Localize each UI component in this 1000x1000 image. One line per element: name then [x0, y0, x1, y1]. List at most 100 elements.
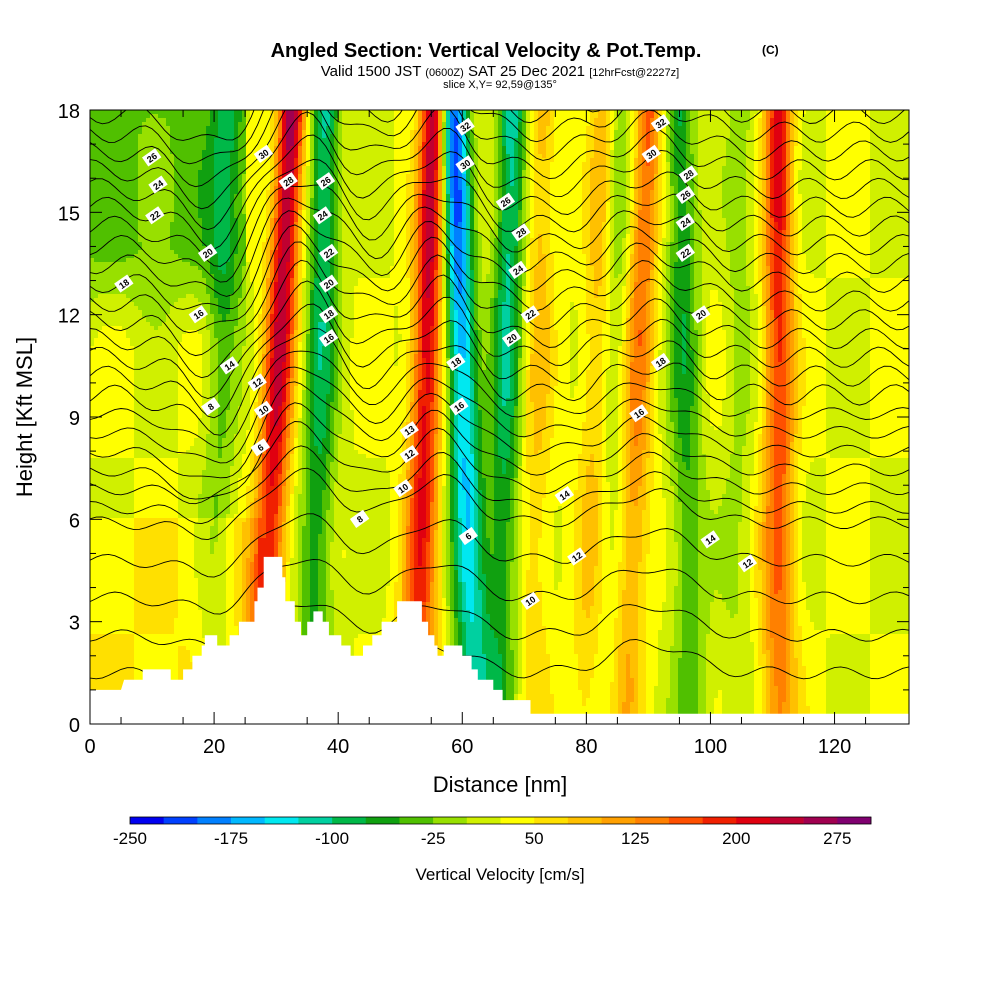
velocity-cell — [118, 466, 123, 471]
velocity-cell — [118, 398, 123, 403]
velocity-cell — [114, 502, 119, 507]
velocity-cell — [126, 250, 131, 255]
velocity-cell — [118, 650, 123, 655]
velocity-cell — [90, 646, 95, 651]
velocity-cell — [126, 270, 131, 275]
velocity-cell — [106, 682, 111, 687]
velocity-cell — [110, 310, 115, 315]
velocity-cell — [98, 538, 103, 543]
velocity-cell — [98, 362, 103, 367]
velocity-cell — [106, 530, 111, 535]
velocity-cell — [118, 586, 123, 591]
velocity-cell — [106, 450, 111, 455]
velocity-cell — [126, 150, 131, 155]
velocity-cell — [114, 662, 119, 667]
velocity-cell — [118, 118, 123, 123]
velocity-cell — [114, 122, 119, 127]
velocity-cell — [98, 658, 103, 663]
velocity-cell — [90, 270, 95, 275]
velocity-cell — [94, 170, 99, 175]
velocity-cell — [122, 482, 127, 487]
velocity-cell — [98, 518, 103, 523]
velocity-cell — [126, 322, 131, 327]
velocity-cell — [106, 282, 111, 287]
velocity-cell — [98, 238, 103, 243]
velocity-cell — [110, 486, 115, 491]
velocity-cell — [102, 418, 107, 423]
velocity-cell — [94, 582, 99, 587]
velocity-cell — [114, 602, 119, 607]
velocity-cell — [90, 626, 95, 631]
velocity-cell — [94, 534, 99, 539]
velocity-cell — [98, 550, 103, 555]
velocity-cell — [98, 310, 103, 315]
velocity-cell — [114, 478, 119, 483]
velocity-cell — [106, 610, 111, 615]
velocity-cell — [118, 130, 123, 135]
velocity-cell — [118, 454, 123, 459]
velocity-cell — [90, 474, 95, 479]
velocity-cell — [126, 462, 131, 467]
velocity-cell — [106, 230, 111, 235]
velocity-cell — [98, 374, 103, 379]
velocity-cell — [90, 134, 95, 139]
velocity-cell — [122, 538, 127, 543]
velocity-cell — [102, 258, 107, 263]
velocity-cell — [110, 622, 115, 627]
velocity-cell — [126, 434, 131, 439]
velocity-cell — [114, 162, 119, 167]
velocity-cell — [122, 154, 127, 159]
velocity-cell — [118, 562, 123, 567]
velocity-cell — [90, 302, 95, 307]
velocity-cell — [122, 250, 127, 255]
velocity-cell — [98, 442, 103, 447]
velocity-cell — [94, 206, 99, 211]
velocity-cell — [98, 650, 103, 655]
velocity-cell — [106, 438, 111, 443]
velocity-cell — [94, 578, 99, 583]
velocity-cell — [110, 190, 115, 195]
velocity-cell — [118, 526, 123, 531]
velocity-cell — [102, 458, 107, 463]
velocity-cell — [114, 674, 119, 679]
velocity-cell — [110, 566, 115, 571]
velocity-cell — [102, 122, 107, 127]
velocity-cell — [114, 190, 119, 195]
velocity-cell — [106, 130, 111, 135]
velocity-cell — [110, 150, 115, 155]
velocity-cell — [118, 402, 123, 407]
velocity-cell — [118, 122, 123, 127]
velocity-cell — [102, 170, 107, 175]
velocity-cell — [114, 154, 119, 159]
velocity-cell — [114, 254, 119, 259]
velocity-cell — [90, 594, 95, 599]
velocity-cell — [118, 210, 123, 215]
velocity-cell — [114, 626, 119, 631]
velocity-cell — [110, 570, 115, 575]
velocity-cell — [90, 670, 95, 675]
velocity-cell — [122, 214, 127, 219]
velocity-cell — [102, 582, 107, 587]
velocity-cell — [94, 242, 99, 247]
velocity-cell — [94, 282, 99, 287]
velocity-cell — [126, 354, 131, 359]
velocity-cell — [90, 110, 95, 115]
velocity-cell — [90, 426, 95, 431]
velocity-cell — [114, 538, 119, 543]
velocity-cell — [110, 202, 115, 207]
velocity-cell — [118, 542, 123, 547]
velocity-cell — [126, 498, 131, 503]
velocity-cell — [114, 462, 119, 467]
velocity-cell — [98, 322, 103, 327]
velocity-cell — [118, 246, 123, 251]
velocity-cell — [94, 186, 99, 191]
velocity-cell — [98, 154, 103, 159]
velocity-cell — [102, 134, 107, 139]
velocity-cell — [102, 318, 107, 323]
velocity-cell — [122, 314, 127, 319]
velocity-cell — [114, 378, 119, 383]
velocity-cell — [106, 114, 111, 119]
velocity-cell — [114, 222, 119, 227]
velocity-cell — [102, 658, 107, 663]
velocity-cell — [110, 306, 115, 311]
